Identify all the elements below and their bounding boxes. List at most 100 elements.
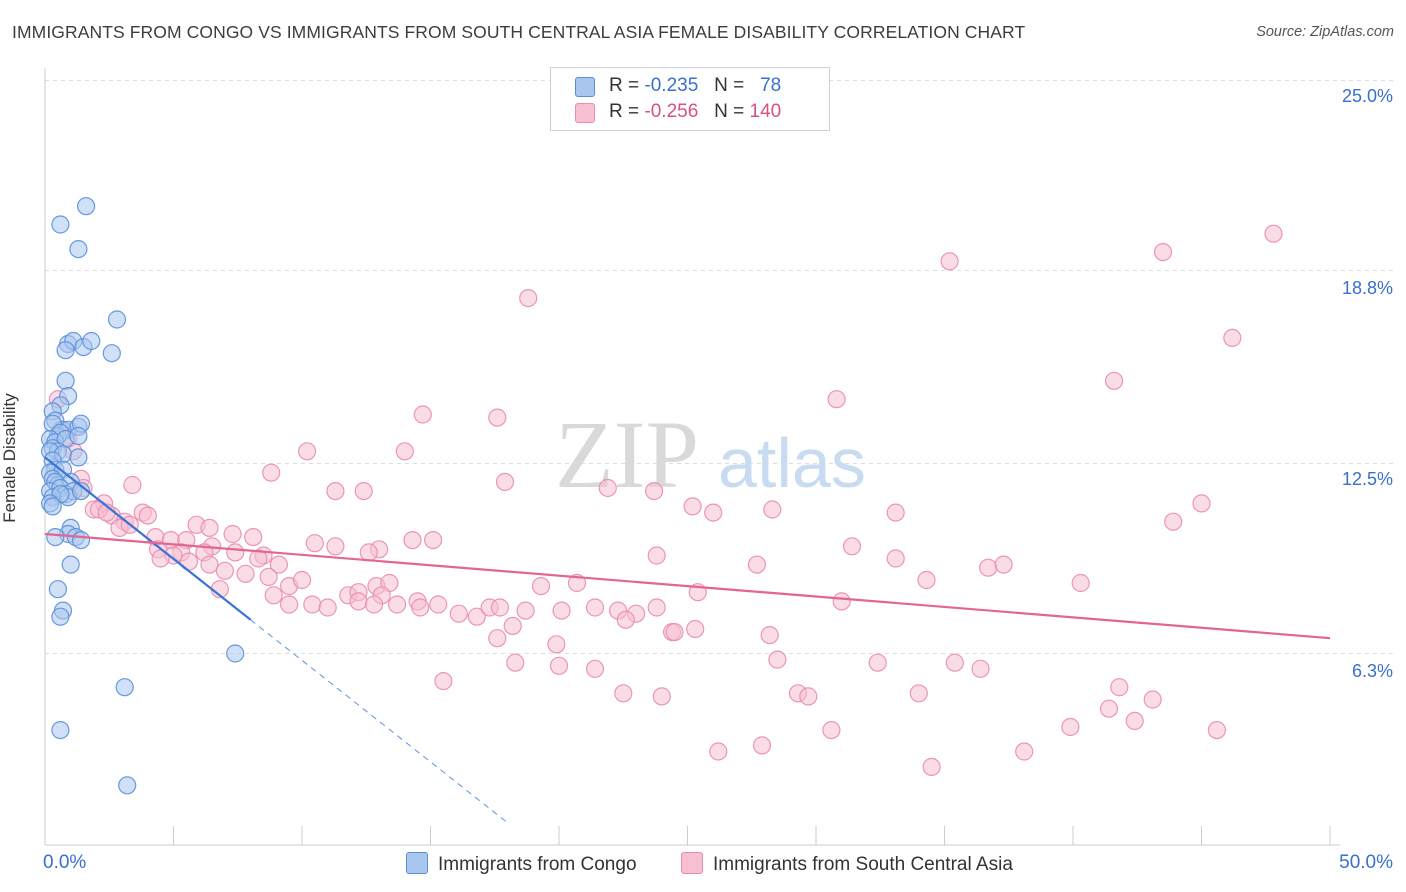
congo-point-7 bbox=[56, 341, 75, 360]
south-central-asia-point-13 bbox=[138, 506, 157, 525]
south-central-asia-point-90 bbox=[971, 659, 990, 678]
south-central-asia-point-46 bbox=[292, 570, 312, 590]
legend-n-value-sca: 140 bbox=[749, 101, 782, 122]
south-central-asia-point-72 bbox=[516, 601, 535, 620]
south-central-asia-point-136 bbox=[822, 720, 841, 740]
legend-n-label: N = bbox=[714, 101, 745, 122]
south-central-asia-point-22 bbox=[223, 524, 242, 544]
congo-point-51 bbox=[46, 527, 65, 547]
south-central-asia-point-129 bbox=[585, 659, 605, 678]
watermark: ZIP atlas bbox=[555, 401, 866, 508]
south-central-asia-point-115 bbox=[704, 503, 723, 522]
south-central-asia-point-61 bbox=[429, 595, 448, 614]
congo-point-2 bbox=[69, 240, 88, 259]
legend-swatch-pink bbox=[575, 103, 595, 123]
south-central-asia-point-59 bbox=[388, 595, 407, 614]
legend-r-label: R = bbox=[609, 75, 640, 96]
south-central-asia-point-64 bbox=[467, 607, 486, 626]
congo-point-60 bbox=[51, 720, 70, 740]
south-central-asia-point-113 bbox=[644, 482, 664, 501]
south-central-asia-point-127 bbox=[488, 629, 507, 648]
south-central-asia-points bbox=[48, 224, 1283, 777]
south-central-asia-point-69 bbox=[647, 546, 666, 565]
south-central-asia-point-93 bbox=[1015, 742, 1034, 761]
south-central-asia-point-120 bbox=[354, 482, 373, 501]
south-central-asia-point-71 bbox=[490, 598, 509, 617]
south-central-asia-point-135 bbox=[994, 555, 1013, 574]
south-central-asia-point-85 bbox=[868, 653, 887, 672]
south-central-asia-point-7 bbox=[123, 475, 142, 495]
south-central-asia-point-81 bbox=[760, 625, 779, 645]
south-central-asia-point-99 bbox=[1143, 690, 1162, 709]
south-central-asia-point-40 bbox=[359, 543, 378, 562]
south-central-asia-point-96 bbox=[1099, 699, 1119, 718]
south-central-asia-point-116 bbox=[763, 500, 782, 519]
south-central-asia-point-124 bbox=[832, 592, 851, 611]
south-central-asia-point-58 bbox=[364, 595, 384, 614]
congo-point-47 bbox=[43, 497, 62, 516]
south-central-asia-point-79 bbox=[686, 619, 705, 639]
south-central-asia-point-137 bbox=[616, 610, 635, 629]
congo-point-54 bbox=[61, 555, 80, 574]
legend-r-value-congo: -0.235 bbox=[644, 75, 699, 96]
congo-trendline bbox=[44, 456, 252, 621]
south-central-asia-point-107 bbox=[519, 289, 538, 308]
congo-point-9 bbox=[102, 344, 121, 363]
y-tick-25: 25.0% bbox=[1341, 86, 1393, 106]
trendlines bbox=[44, 456, 1331, 824]
bottom-legend-label-congo: Immigrants from Congo bbox=[438, 854, 637, 875]
south-central-asia-point-128 bbox=[547, 635, 566, 654]
congo-point-55 bbox=[48, 580, 68, 599]
chart-source: Source: ZipAtlas.com bbox=[1256, 24, 1394, 40]
legend-text-congo: R = -0.235 N = 78 bbox=[609, 75, 781, 97]
south-central-asia-point-77 bbox=[647, 598, 666, 617]
south-central-asia-point-37 bbox=[305, 534, 324, 553]
south-central-asia-point-91 bbox=[979, 558, 998, 577]
south-central-asia-point-123 bbox=[886, 549, 905, 568]
congo-point-57 bbox=[51, 607, 70, 626]
legend-r-value-sca: -0.256 bbox=[644, 101, 699, 122]
y-axis-label-text: Female Disability bbox=[0, 393, 19, 523]
south-central-asia-point-95 bbox=[1104, 371, 1124, 390]
south-central-asia-point-126 bbox=[506, 653, 525, 672]
bottom-legend-congo: Immigrants from Congo bbox=[406, 852, 637, 876]
congo-point-58 bbox=[226, 644, 245, 663]
south-central-asia-point-38 bbox=[326, 537, 345, 556]
south-central-asia-point-34 bbox=[215, 561, 234, 580]
south-central-asia-point-57 bbox=[303, 595, 322, 614]
south-central-asia-point-134 bbox=[922, 757, 941, 777]
south-central-asia-point-23 bbox=[244, 527, 263, 547]
south-central-asia-point-74 bbox=[585, 598, 605, 617]
south-central-asia-point-88 bbox=[917, 570, 936, 590]
south-central-asia-point-122 bbox=[842, 537, 862, 556]
south-central-asia-point-94 bbox=[1061, 717, 1080, 737]
south-central-asia-point-42 bbox=[424, 530, 443, 550]
y-tick-12-5: 12.5% bbox=[1341, 469, 1393, 489]
south-central-asia-point-114 bbox=[683, 497, 702, 516]
congo-point-53 bbox=[71, 530, 91, 550]
south-central-asia-point-97 bbox=[1125, 711, 1144, 731]
congo-point-48 bbox=[71, 482, 91, 501]
congo-point-8 bbox=[82, 331, 101, 351]
congo-point-0 bbox=[76, 197, 96, 216]
south-central-asia-point-118 bbox=[298, 442, 317, 461]
south-central-asia-point-82 bbox=[768, 650, 787, 669]
south-central-asia-point-98 bbox=[1110, 678, 1129, 697]
legend-n-label: N = bbox=[714, 75, 745, 96]
south-central-asia-point-48 bbox=[264, 586, 283, 605]
south-central-asia-point-33 bbox=[200, 555, 219, 574]
south-central-asia-point-86 bbox=[909, 684, 928, 703]
south-central-asia-point-109 bbox=[488, 408, 507, 427]
south-central-asia-point-41 bbox=[403, 530, 422, 550]
south-central-asia-point-80 bbox=[747, 555, 767, 574]
congo-point-1 bbox=[51, 215, 70, 234]
south-central-asia-point-60 bbox=[411, 598, 430, 617]
bottom-legend-swatch-pink bbox=[681, 852, 703, 874]
south-central-asia-point-92 bbox=[945, 653, 964, 672]
x-tick-min: 0.0% bbox=[43, 852, 87, 873]
south-central-asia-point-66 bbox=[503, 616, 522, 636]
south-central-asia-point-112 bbox=[598, 478, 617, 498]
south-central-asia-point-111 bbox=[495, 472, 515, 491]
south-central-asia-point-52 bbox=[349, 592, 368, 611]
